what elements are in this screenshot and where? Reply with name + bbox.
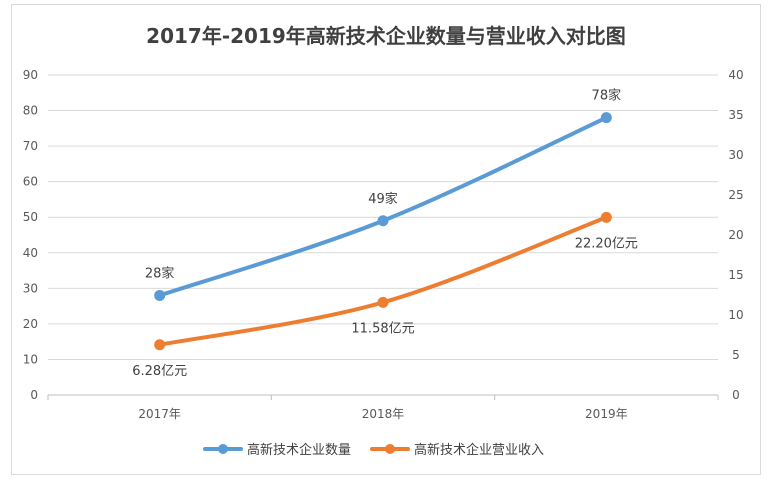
data-label: 22.20亿元 (575, 236, 638, 251)
data-point (377, 215, 389, 227)
series-layer (154, 112, 612, 351)
y-left-tick-label: 20 (23, 317, 38, 331)
y-left-tick-label: 80 (23, 104, 38, 118)
data-label: 78家 (592, 88, 622, 104)
x-tick-label: 2019年 (585, 407, 628, 421)
y-right-tick-label: 40 (728, 68, 743, 82)
data-point (154, 339, 166, 351)
data-point (600, 112, 612, 124)
data-label: 49家 (368, 191, 398, 207)
legend-label: 高新技术企业营业收入 (414, 442, 544, 458)
data-point (377, 296, 389, 308)
data-label: 11.58亿元 (351, 321, 414, 336)
y-right-tick-label: 25 (728, 188, 743, 202)
chart-title: 2017年-2019年高新技术企业数量与营业收入对比图 (146, 24, 626, 48)
y-left-tick-label: 60 (23, 175, 38, 189)
x-tick-label: 2017年 (138, 407, 181, 421)
y-left-tick-label: 90 (23, 68, 38, 82)
y-right-tick-label: 15 (728, 268, 743, 282)
y-left-tick-label: 30 (23, 281, 38, 295)
y-left-tick-label: 0 (30, 388, 38, 402)
chart-frame (11, 4, 761, 475)
legend-swatch-marker (218, 444, 228, 454)
y-left-tick-label: 70 (23, 139, 38, 153)
data-point (600, 211, 612, 223)
y-right-tick-label: 5 (732, 348, 740, 362)
y-left-tick-label: 10 (23, 352, 38, 366)
y-left-tick-label: 50 (23, 210, 38, 224)
y-right-tick-label: 35 (728, 108, 743, 122)
y-right-tick-label: 0 (732, 388, 740, 402)
legend: 高新技术企业数量 高新技术企业营业收入 (203, 442, 544, 458)
x-tick-label: 2018年 (362, 407, 405, 421)
data-label: 6.28亿元 (132, 364, 187, 379)
data-labels: 28家 49家 78家 6.28亿元 11.58亿元 22.20亿元 (132, 88, 638, 379)
y-right-tick-label: 10 (728, 308, 743, 322)
legend-swatch-marker (385, 444, 395, 454)
data-point (154, 289, 166, 301)
axes: 0 10 20 30 40 50 60 70 80 90 0 5 10 15 20 25 30 35 40 2017年… (23, 68, 744, 421)
legend-label: 高新技术企业数量 (247, 442, 351, 458)
y-left-tick-label: 40 (23, 246, 38, 260)
y-right-tick-label: 30 (728, 148, 743, 162)
data-label: 28家 (145, 265, 175, 281)
y-right-tick-label: 20 (728, 228, 743, 242)
